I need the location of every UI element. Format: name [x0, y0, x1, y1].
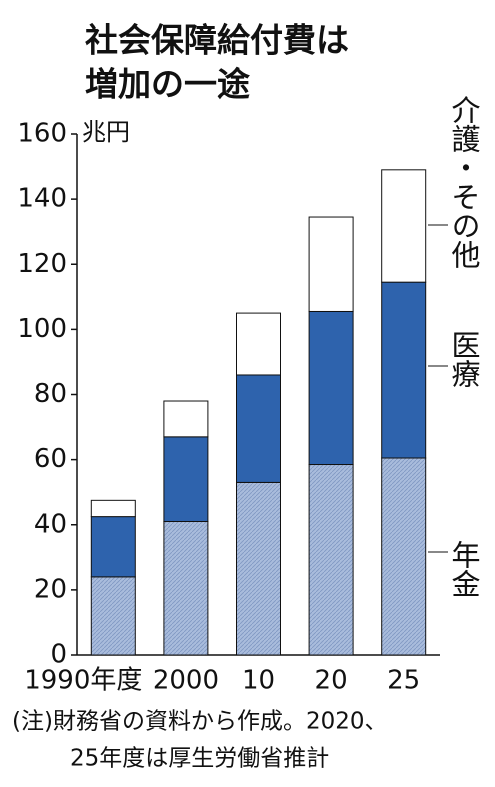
y-tick-label: 100 [17, 314, 67, 344]
bar-segment [236, 374, 281, 483]
bar-segment [163, 520, 209, 656]
bar-segment [163, 436, 209, 522]
legend-label: 年金 [447, 540, 481, 598]
chart-title: 社会保障給付費は [85, 21, 349, 60]
legend-label: 介護・その他 [447, 95, 481, 269]
y-tick-label: 60 [34, 444, 67, 474]
bar-segment [90, 499, 136, 518]
chart-title: 増加の一途 [85, 65, 250, 104]
y-tick-label: 120 [17, 249, 67, 279]
bar-segment [308, 310, 354, 466]
bar-segment [381, 169, 427, 283]
unit-label: 兆円 [82, 118, 130, 146]
bar-segment [90, 516, 136, 578]
y-tick-label: 160 [17, 119, 67, 149]
y-tick-label: 80 [34, 379, 67, 409]
bar-segment [90, 576, 136, 656]
x-tick-label: 1990年度 [24, 666, 142, 696]
legend-label: 医療 [447, 330, 481, 388]
bar-segment [163, 400, 209, 438]
bar-segment [236, 481, 281, 656]
y-tick-label: 0 [50, 640, 67, 670]
bar-segment [381, 281, 427, 459]
x-tick-label: 20 [315, 666, 348, 696]
bar-segment [381, 457, 427, 656]
x-tick-label: 10 [242, 666, 275, 696]
bar-segment [308, 464, 354, 656]
x-tick-label: 2000 [153, 666, 219, 696]
bar-segment [308, 216, 354, 312]
y-tick-label: 20 [34, 574, 67, 604]
y-tick-label: 140 [17, 184, 67, 214]
x-tick-label: 25 [387, 666, 420, 696]
bar-segment [236, 312, 281, 376]
note: 25年度は厚生労働省推計 [70, 746, 329, 772]
y-tick-label: 40 [34, 509, 67, 539]
note: (注)財務省の資料から作成。2020、 [12, 709, 387, 735]
